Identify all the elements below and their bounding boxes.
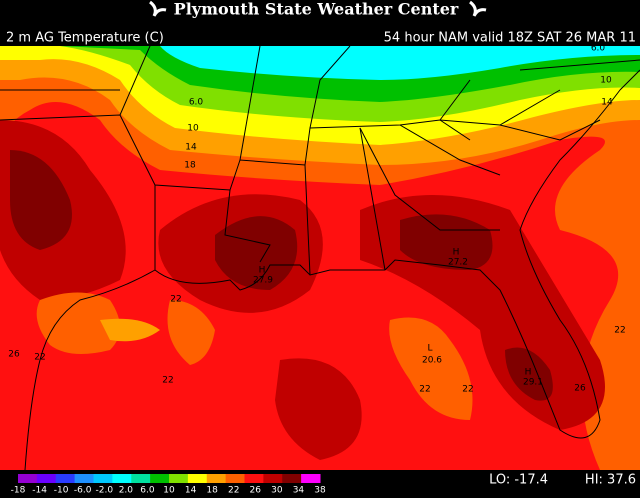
colorbar-tick: 34: [293, 486, 305, 496]
contour-label: H: [259, 266, 266, 276]
colorbar-tick: -6.0: [74, 486, 92, 496]
colorbar-tick: 2.0: [119, 486, 134, 496]
colorbar-tick: -10: [54, 486, 69, 496]
map: 6.0 10 14 6.0 10 14 18 22 26 22 22 20.6 22 22 26 22 27.9…: [0, 44, 640, 470]
contour-label: 22: [170, 295, 181, 305]
contour-label: 26: [8, 350, 20, 360]
contour-label: 14: [185, 143, 197, 153]
colorbar-tick: 14: [185, 486, 197, 496]
contour-label: 29.1: [523, 378, 543, 388]
colorbar-swatch: [36, 474, 57, 483]
run-info: 54 hour NAM valid 18Z SAT 26 MAR 11: [384, 31, 636, 46]
contour-label: 14: [601, 98, 613, 108]
contour-label: 27.9: [253, 276, 273, 286]
colorbar-swatch: [55, 474, 76, 483]
contour-label: H: [453, 248, 460, 258]
contour-label: 22: [462, 385, 473, 395]
high-value: HI: 37.6: [585, 473, 636, 488]
colorbar-swatch: [18, 474, 38, 483]
colorbar: -18 -14 -10 -6.0 -2.0 2.0 6.0 10 14 18 22 26 30 34 38: [11, 474, 326, 496]
logo-left: [149, 0, 167, 17]
logo-right: [469, 0, 487, 17]
colorbar-swatch: [225, 474, 245, 483]
contour-label: 20.6: [422, 356, 442, 366]
contour-label: H: [525, 368, 532, 378]
contour-label: 27.2: [448, 258, 468, 268]
colorbar-tick: 38: [314, 486, 326, 496]
title: Plymouth State Weather Center: [174, 0, 459, 19]
contour-label: 22: [162, 376, 173, 386]
colorbar-swatch: [131, 474, 151, 483]
contour-label: 6.0: [189, 98, 204, 108]
contour-label: 26: [574, 384, 586, 394]
colorbar-tick: 10: [163, 486, 175, 496]
contour-label: 22: [614, 326, 625, 336]
colorbar-tick: 18: [206, 486, 218, 496]
contour-label: 22: [419, 385, 430, 395]
colorbar-swatch: [112, 474, 132, 483]
contour-label: 10: [187, 124, 199, 134]
colorbar-tick: 22: [228, 486, 239, 496]
colorbar-swatch: [74, 474, 94, 483]
colorbar-swatch: [263, 474, 283, 483]
colorbar-swatch: [206, 474, 227, 483]
colorbar-tick: 6.0: [140, 486, 155, 496]
contour-label: L: [427, 344, 432, 354]
contour-label: 22: [34, 353, 45, 363]
colorbar-tick: -14: [32, 486, 47, 496]
colorbar-swatch: [187, 474, 208, 483]
colorbar-swatch: [282, 474, 302, 483]
colorbar-swatch: [93, 474, 113, 483]
colorbar-swatch: [244, 474, 264, 483]
contour-label: 18: [184, 161, 196, 171]
colorbar-swatch: [301, 474, 321, 483]
colorbar-swatch: [150, 474, 170, 483]
colorbar-tick: -2.0: [96, 486, 114, 496]
contour-label: 10: [600, 76, 612, 86]
colorbar-swatch: [169, 474, 189, 483]
field-name: 2 m AG Temperature (C): [6, 31, 164, 46]
contour-label: 6.0: [591, 44, 606, 54]
colorbar-tick: -18: [11, 486, 26, 496]
colorbar-tick: 26: [250, 486, 262, 496]
low-value: LO: -17.4: [489, 473, 548, 488]
colorbar-tick: 30: [271, 486, 283, 496]
